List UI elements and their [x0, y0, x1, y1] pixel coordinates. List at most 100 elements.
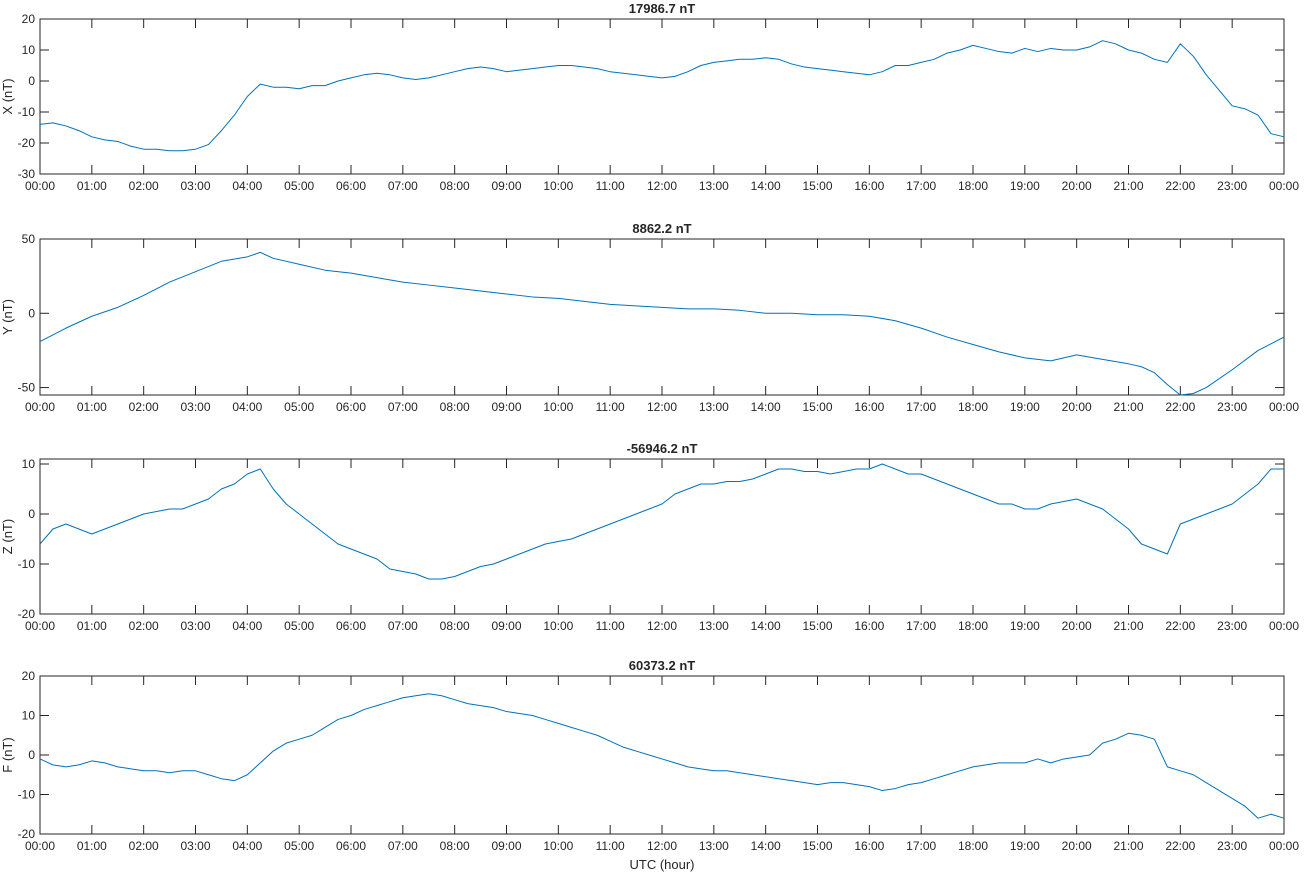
x-tick-label: 02:00: [129, 400, 159, 414]
panel-title: -56946.2 nT: [627, 441, 698, 456]
y-tick-label: 0: [28, 507, 35, 521]
x-tick-label: 20:00: [1062, 619, 1092, 633]
x-tick-label: 19:00: [1010, 619, 1040, 633]
x-tick-label: 23:00: [1217, 179, 1247, 193]
y-tick-label: 0: [28, 74, 35, 88]
x-tick-label: 15:00: [802, 619, 832, 633]
x-tick-label: 19:00: [1010, 179, 1040, 193]
x-tick-label: 00:00: [1269, 839, 1299, 853]
x-tick-label: 03:00: [180, 400, 210, 414]
x-tick-label: 16:00: [854, 179, 884, 193]
y-tick-label: -10: [18, 105, 36, 119]
x-tick-label: 15:00: [802, 400, 832, 414]
x-tick-label: 16:00: [854, 400, 884, 414]
x-tick-label: 05:00: [284, 179, 314, 193]
x-tick-label: 20:00: [1062, 400, 1092, 414]
axes-frame: [39, 238, 1285, 396]
x-tick-label: 07:00: [388, 619, 418, 633]
x-tick-label: 18:00: [958, 179, 988, 193]
series-line: [39, 463, 1284, 580]
x-axis-label: UTC (hour): [629, 857, 694, 872]
x-tick-label: 15:00: [802, 179, 832, 193]
x-tick-label: 18:00: [958, 400, 988, 414]
y-tick-label: -20: [18, 607, 36, 621]
y-tick-label: 0: [28, 748, 35, 762]
x-tick-label: 17:00: [906, 400, 936, 414]
axes-frame: [39, 675, 1285, 835]
x-tick-label: 20:00: [1062, 839, 1092, 853]
x-tick-label: 17:00: [906, 839, 936, 853]
x-tick-label: 22:00: [1165, 400, 1195, 414]
x-tick-label: 04:00: [232, 400, 262, 414]
series-line: [39, 693, 1285, 819]
x-tick-label: 21:00: [1113, 619, 1143, 633]
x-tick-label: 12:00: [647, 400, 677, 414]
y-tick-label: 10: [22, 709, 36, 723]
x-tick-label: 11:00: [596, 619, 625, 633]
x-tick-label: 04:00: [232, 619, 262, 633]
x-tick-label: 19:00: [1010, 400, 1040, 414]
panel-1: 17986.7 nT X (nT) -30 -20 -10 0 10 20 00:00 01:00…: [0, 1, 1299, 193]
x-tick-label: 06:00: [336, 619, 366, 633]
x-tick-label: 10:00: [543, 619, 573, 633]
x-tick-label: 20:00: [1062, 179, 1092, 193]
x-tick-label: 12:00: [647, 619, 677, 633]
panel-title: 8862.2 nT: [632, 221, 691, 236]
x-tick-label: 16:00: [854, 839, 884, 853]
x-tick-label: 21:00: [1113, 839, 1143, 853]
y-tick-label: 10: [22, 43, 36, 57]
y-tick-label: -30: [18, 167, 36, 181]
x-tick-label: 02:00: [129, 179, 159, 193]
panel-title: 17986.7 nT: [629, 1, 696, 16]
x-tick-label: 14:00: [751, 400, 781, 414]
x-tick-label: 21:00: [1113, 400, 1143, 414]
x-tick-label: 10:00: [543, 179, 573, 193]
x-tick-label: 07:00: [388, 400, 418, 414]
series-line: [39, 251, 1285, 396]
x-tick-label: 17:00: [906, 619, 936, 633]
y-axis-label: X (nT): [0, 78, 15, 114]
x-tick-label: 22:00: [1165, 619, 1195, 633]
axes-frame: [39, 458, 1285, 615]
y-tick-label: 10: [22, 457, 36, 471]
x-tick-label: 22:00: [1165, 839, 1195, 853]
x-tick-label: 21:00: [1113, 179, 1143, 193]
x-tick-label: 00:00: [1269, 400, 1299, 414]
y-tick-label: 0: [28, 306, 35, 320]
x-tick-label: 18:00: [958, 619, 988, 633]
y-axis-label: Y (nT): [0, 299, 15, 335]
y-tick-label: -20: [18, 136, 36, 150]
panel-title: 60373.2 nT: [629, 658, 696, 673]
x-tick-label: 13:00: [699, 619, 729, 633]
x-tick-label: 12:00: [647, 179, 677, 193]
x-tick-label: 02:00: [129, 839, 159, 853]
x-tick-label: 06:00: [336, 179, 366, 193]
x-tick-label: 14:00: [751, 619, 781, 633]
x-tick-label: 08:00: [440, 839, 470, 853]
x-tick-label: 08:00: [440, 400, 470, 414]
y-tick-label: 20: [22, 669, 36, 683]
y-tick-label: 20: [22, 12, 36, 26]
x-tick-label: 12:00: [647, 839, 677, 853]
x-tick-label: 05:00: [284, 839, 314, 853]
x-tick-label: 02:00: [129, 619, 159, 633]
x-tick-label: 00:00: [1269, 619, 1299, 633]
x-tick-label: 09:00: [491, 839, 521, 853]
x-tick-label: 11:00: [596, 400, 625, 414]
axes-frame: [39, 18, 1285, 175]
x-tick-label: 04:00: [232, 839, 262, 853]
y-axis-label: Z (nT): [0, 519, 15, 554]
y-tick-label: -20: [18, 827, 36, 841]
x-tick-label: 16:00: [854, 619, 884, 633]
x-tick-label: 06:00: [336, 839, 366, 853]
x-tick-label: 06:00: [336, 400, 366, 414]
x-tick-label: 17:00: [906, 179, 936, 193]
x-tick-label: 00:00: [25, 619, 55, 633]
x-tick-label: 11:00: [596, 179, 625, 193]
x-tick-label: 01:00: [77, 619, 107, 633]
x-tick-label: 09:00: [491, 400, 521, 414]
x-tick-label: 09:00: [491, 179, 521, 193]
x-tick-label: 00:00: [25, 400, 55, 414]
x-tick-label: 03:00: [180, 179, 210, 193]
